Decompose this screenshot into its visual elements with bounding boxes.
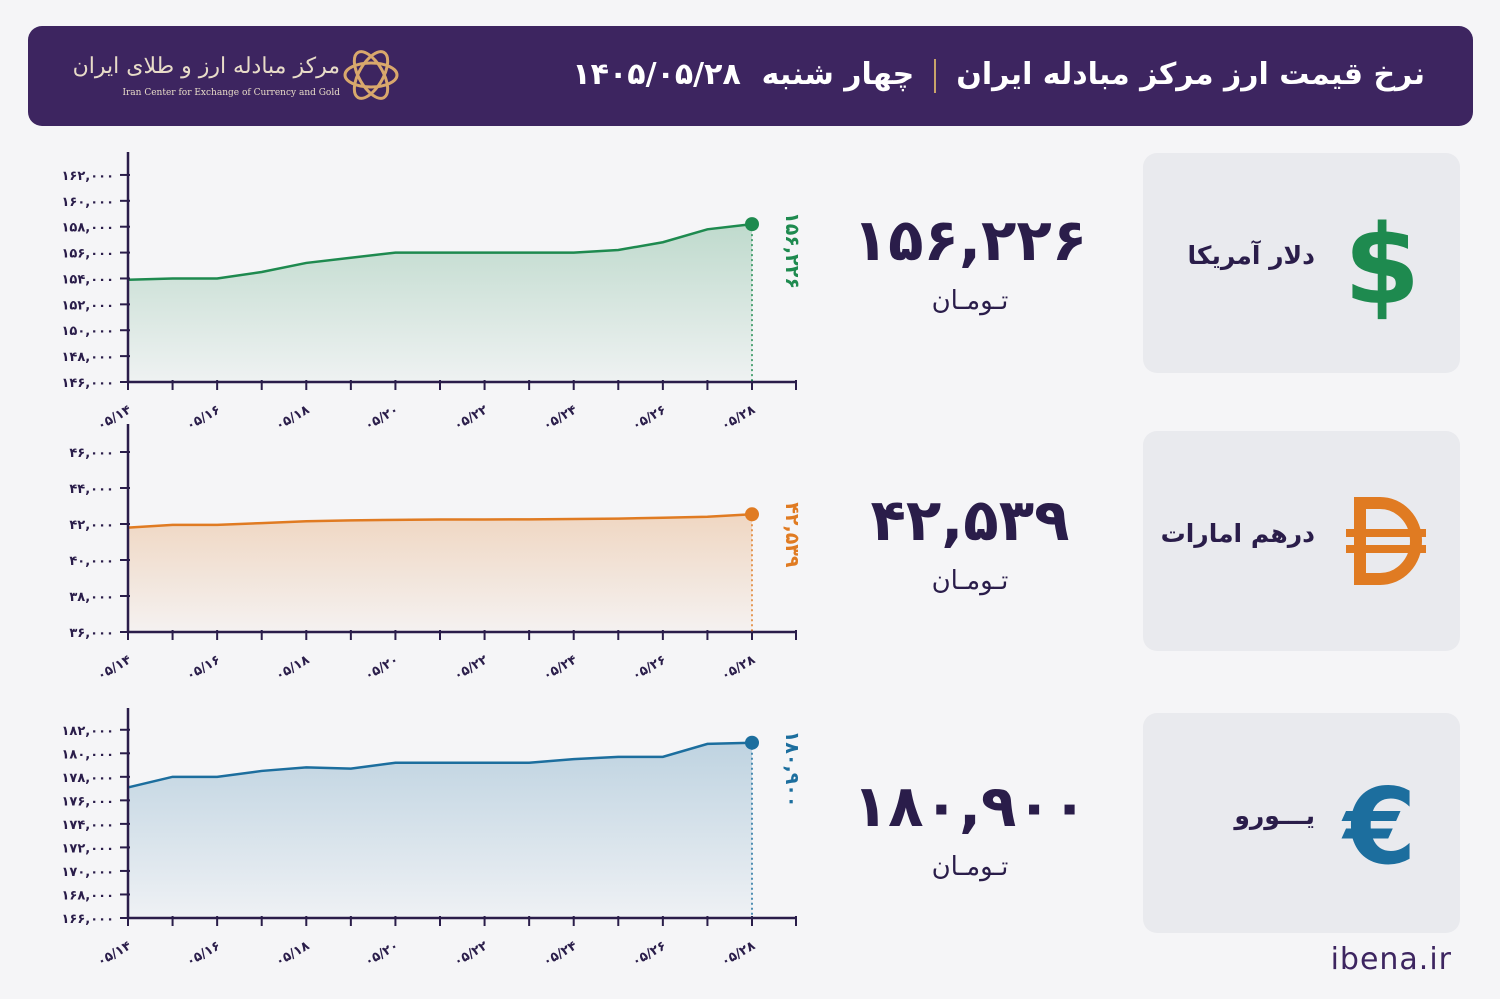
y-tick-label: ۱۶۶,۰۰۰ <box>61 912 114 927</box>
end-value-label: ۱۸۰,۹۰۰ <box>781 731 803 808</box>
area-fill <box>128 224 752 382</box>
date-text: ۱۴۰۵/۰۵/۲۸ <box>572 57 741 92</box>
logo-emblem-icon <box>343 50 399 100</box>
y-tick-label: ۴۲,۰۰۰ <box>69 518 114 533</box>
currency-card-eur: یـــورو € <box>1143 713 1460 933</box>
y-tick-label: ۴۰,۰۰۰ <box>69 554 114 569</box>
end-point <box>745 507 759 522</box>
currency-name: درهم امارات <box>1160 519 1315 548</box>
y-tick-label: ۱۷۰,۰۰۰ <box>61 865 114 880</box>
y-tick-label: ۱۶۸,۰۰۰ <box>61 888 114 903</box>
x-tick-label: ۰۵/۱۴ <box>95 652 134 683</box>
end-point <box>745 217 759 232</box>
x-tick-label: ۰۵/۱۶ <box>184 652 223 683</box>
logo-text-fa: مرکز مبادله ارز و طلای ایران <box>72 54 340 79</box>
y-tick-label: ۱۵۲,۰۰۰ <box>61 298 114 313</box>
currency-card-aed: درهم امارات <box>1143 431 1460 651</box>
usd-price-chart: ۱۴۶,۰۰۰ ۱۴۸,۰۰۰ ۱۵۰,۰۰۰ ۱۵۲,۰۰۰ ۱۵۴,۰۰۰ ۱۵۶,۰… <box>61 152 803 434</box>
end-value-label: ۴۲,۵۳۹ <box>781 502 803 568</box>
y-tick-label: ۱۶۰,۰۰۰ <box>61 195 114 210</box>
x-tick-label: ۰۵/۲۶ <box>630 652 669 683</box>
page-title: نرخ قیمت ارز مرکز مبادله ایرانچهار شنبه … <box>572 50 1425 100</box>
y-tick-label: ۳۶,۰۰۰ <box>69 626 114 641</box>
x-tick-label: ۰۵/۱۴ <box>95 938 134 969</box>
eur-price-chart: ۱۶۶,۰۰۰ ۱۶۸,۰۰۰ ۱۷۰,۰۰۰ ۱۷۲,۰۰۰ ۱۷۴,۰۰۰ ۱۷۶,۰… <box>61 708 803 970</box>
x-tick-label: ۰۵/۱۶ <box>184 938 223 969</box>
end-point <box>745 735 759 750</box>
price-value-aed: ۴۲,۵۳۹ <box>870 486 1070 554</box>
y-tick-label: ۱۶۲,۰۰۰ <box>61 169 114 184</box>
currency-name: یـــورو <box>1234 801 1315 830</box>
area-fill <box>128 514 752 632</box>
logo: مرکز مبادله ارز و طلای ایران Iran Center… <box>68 40 399 112</box>
dirham-icon <box>1346 497 1426 585</box>
x-tick-label: ۰۵/۲۲ <box>451 652 490 683</box>
footer-site: ibena.ir <box>1330 942 1452 977</box>
y-tick-label: ۱۴۸,۰۰۰ <box>61 350 114 365</box>
price-unit-aed: تـومـان <box>931 566 1009 596</box>
y-tick-label: ۱۸۲,۰۰۰ <box>61 724 114 739</box>
header-banner: نرخ قیمت ارز مرکز مبادله ایرانچهار شنبه … <box>28 26 1473 126</box>
x-tick-label: ۰۵/۲۴ <box>541 652 580 683</box>
y-tick-label: ۱۷۶,۰۰۰ <box>61 794 114 809</box>
svg-text:€: € <box>1341 766 1416 883</box>
y-tick-label: ۱۴۶,۰۰۰ <box>61 376 114 391</box>
y-tick-label: ۳۸,۰۰۰ <box>69 590 114 605</box>
y-tick-label: ۱۵۴,۰۰۰ <box>61 272 114 287</box>
x-tick-label: ۰۵/۲۸ <box>719 938 758 969</box>
y-tick-label: ۱۵۶,۰۰۰ <box>61 247 114 262</box>
x-tick-label: ۰۵/۲۲ <box>451 938 490 969</box>
title-separator <box>934 58 937 93</box>
price-unit-usd: تـومـان <box>931 286 1009 316</box>
y-tick-label: ۱۷۲,۰۰۰ <box>61 841 114 856</box>
logo-text-en: Iran Center for Exchange of Currency and… <box>122 88 340 98</box>
x-tick-label: ۰۵/۲۰ <box>362 652 401 683</box>
x-tick-label: ۰۵/۲۴ <box>541 938 580 969</box>
series-line <box>127 741 753 789</box>
y-tick-label: ۱۷۸,۰۰۰ <box>61 771 114 786</box>
x-tick-label: ۰۵/۱۸ <box>273 938 312 969</box>
area-fill <box>128 742 752 918</box>
x-tick-label: ۰۵/۲۸ <box>719 652 758 683</box>
y-tick-label: ۱۵۰,۰۰۰ <box>61 324 114 339</box>
y-tick-label: ۱۷۴,۰۰۰ <box>61 818 114 833</box>
currency-name: دلار آمریکا <box>1187 241 1315 270</box>
dollar-icon: $ <box>1344 203 1421 323</box>
series-line <box>127 222 753 282</box>
price-value-eur: ۱۸۰,۹۰۰ <box>852 772 1088 840</box>
x-tick-label: ۰۵/۲۰ <box>362 938 401 969</box>
series-line <box>127 513 753 529</box>
y-tick-label: ۴۶,۰۰۰ <box>69 446 114 461</box>
svg-text:$: $ <box>1344 203 1421 323</box>
y-tick-label: ۴۴,۰۰۰ <box>69 482 114 497</box>
x-tick-label: ۰۵/۱۸ <box>273 652 312 683</box>
price-unit-eur: تـومـان <box>931 852 1009 882</box>
euro-icon: € <box>1341 766 1416 883</box>
y-tick-label: ۱۸۰,۰۰۰ <box>61 747 114 762</box>
x-tick-label: ۰۵/۲۶ <box>630 938 669 969</box>
weekday-text: چهار شنبه <box>761 57 915 92</box>
end-value-label: ۱۵۶,۲۲۶ <box>781 212 803 289</box>
currency-card-usd: دلار آمریکا $ <box>1143 153 1460 373</box>
aed-price-chart: ۳۶,۰۰۰ ۳۸,۰۰۰ ۴۰,۰۰۰ ۴۲,۰۰۰ ۴۴,۰۰۰ ۴۶,۰۰۰ ۰۵/۱… <box>69 424 803 684</box>
title-text: نرخ قیمت ارز مرکز مبادله ایران <box>956 57 1425 92</box>
y-tick-label: ۱۵۸,۰۰۰ <box>61 221 114 236</box>
price-value-usd: ۱۵۶,۲۲۶ <box>852 206 1088 274</box>
